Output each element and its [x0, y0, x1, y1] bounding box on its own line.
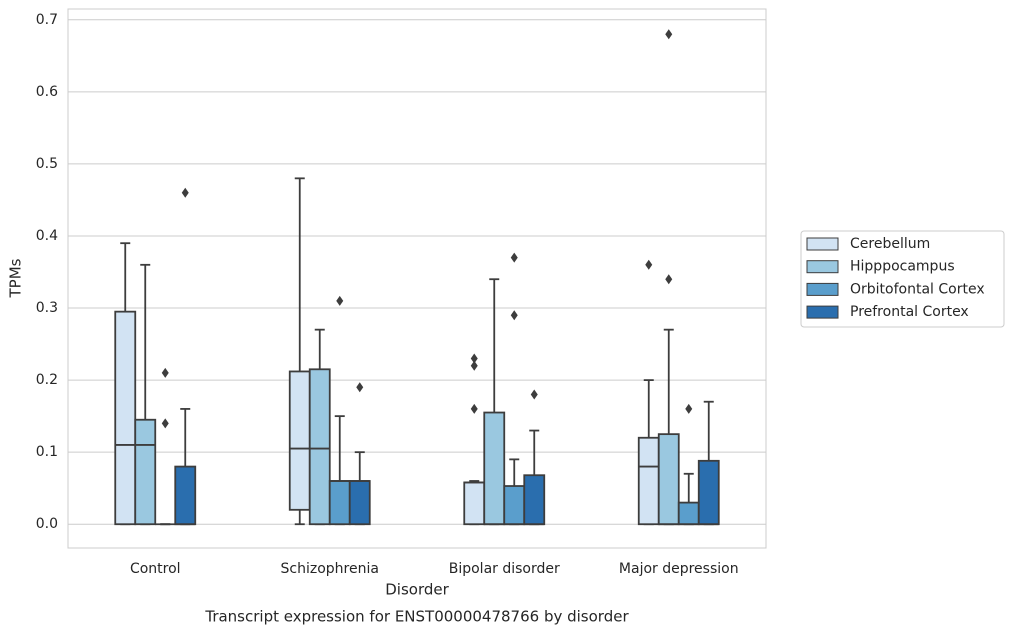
outlier [336, 295, 344, 306]
box [637, 436, 660, 526]
y-tick-label: 0.0 [36, 516, 58, 532]
outlier [685, 403, 693, 414]
box [697, 459, 720, 526]
legend-swatch [806, 282, 839, 296]
x-tick-label: Control [130, 561, 181, 577]
x-tick-label: Schizophrenia [281, 561, 379, 577]
outlier [356, 382, 364, 393]
legend-box [800, 230, 1005, 328]
box [288, 370, 311, 511]
outlier [510, 252, 518, 263]
outlier [470, 360, 478, 371]
y-tick-label: 0.5 [36, 156, 58, 172]
outlier [645, 259, 653, 270]
y-tick-label: 0.7 [36, 12, 58, 28]
box [348, 480, 371, 526]
legend-swatch [806, 237, 839, 251]
y-tick-label: 0.1 [36, 444, 58, 460]
box [308, 368, 331, 526]
legend-swatch [806, 260, 839, 274]
legend-label: Orbitofontal Cortex [850, 281, 985, 297]
outlier [510, 310, 518, 321]
box [328, 480, 351, 526]
legend-label: Hipppocampus [850, 259, 955, 275]
box [463, 481, 486, 526]
legend-swatch [806, 305, 839, 319]
y-tick-label: 0.4 [36, 228, 58, 244]
box [523, 474, 546, 526]
outlier [181, 187, 189, 198]
outlier [665, 274, 673, 285]
chart-title: Transcript expression for ENST0000047876… [204, 608, 629, 626]
x-axis-label: Disorder [385, 581, 449, 599]
legend-label: Cerebellum [850, 236, 930, 252]
box [657, 433, 680, 526]
box [134, 418, 157, 526]
outlier [530, 389, 538, 400]
y-axis-label: TPMs [7, 258, 25, 298]
plot-frame [67, 8, 767, 549]
outlier [161, 367, 169, 378]
box [114, 310, 137, 526]
box [503, 485, 526, 526]
y-tick-label: 0.2 [36, 372, 58, 388]
box [174, 465, 197, 526]
box [483, 411, 506, 526]
outlier [470, 403, 478, 414]
legend-label: Prefrontal Cortex [850, 304, 969, 320]
y-tick-label: 0.3 [36, 300, 58, 316]
outlier [665, 29, 673, 40]
box [677, 501, 700, 526]
x-tick-label: Bipolar disorder [449, 561, 560, 577]
x-tick-label: Major depression [619, 561, 739, 577]
outlier [470, 353, 478, 364]
y-tick-label: 0.6 [36, 84, 58, 100]
outlier [161, 418, 169, 429]
